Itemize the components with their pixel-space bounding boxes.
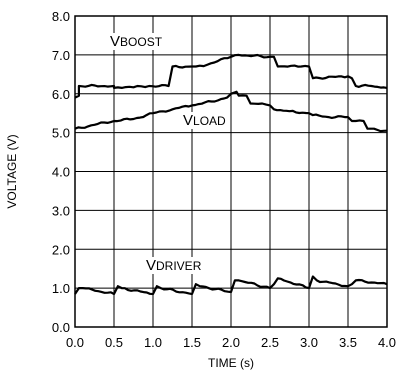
x-tick-label: 1.5 [183, 335, 201, 350]
y-tick-label: 1.0 [52, 281, 70, 296]
series-line-vboost [74, 53, 388, 99]
series-label-vload: VLOAD [181, 112, 229, 129]
x-axis-label: TIME (s) [208, 356, 254, 370]
y-tick-label: 5.0 [52, 126, 70, 141]
x-tick-label: 0.5 [105, 335, 123, 350]
x-tick-label: 2.5 [261, 335, 279, 350]
series-label-background [181, 112, 229, 129]
y-tick-labels: 0.0 1.0 2.0 3.0 4.0 5.0 6.0 7.0 8.0 [52, 9, 70, 335]
series-label-text: VLOAD [183, 112, 226, 129]
y-tick-label: 6.0 [52, 87, 70, 102]
y-tick-label: 3.0 [52, 203, 70, 218]
series-label-background [144, 257, 204, 274]
series-label-vdriver: VDRIVER [144, 257, 204, 274]
series-label-text: VDRIVER [146, 257, 202, 274]
series-line-vdriver [74, 275, 388, 296]
plot-frame [74, 15, 388, 328]
x-tick-label: 4.0 [378, 335, 396, 350]
x-tick-label: 0.0 [66, 335, 84, 350]
y-tick-label: 8.0 [52, 9, 70, 24]
series-labels: VBOOST VLOAD VDRIVER [108, 33, 229, 274]
x-tick-label: 3.5 [339, 335, 357, 350]
series-label-vboost: VBOOST [108, 33, 165, 50]
grid [75, 16, 387, 327]
series-line-vload [74, 90, 388, 133]
y-tick-label: 4.0 [52, 165, 70, 180]
series-lines [74, 53, 388, 296]
y-tick-label: 7.0 [52, 48, 70, 63]
x-tick-label: 3.0 [300, 335, 318, 350]
x-tick-labels: 0.0 0.5 1.0 1.5 2.0 2.5 3.0 3.5 4.0 [66, 335, 396, 350]
x-tick-label: 2.0 [222, 335, 240, 350]
series-label-text: VBOOST [110, 33, 163, 50]
x-tick-label: 1.0 [144, 335, 162, 350]
series-label-background [108, 33, 165, 50]
y-axis-label: VOLTAGE (V) [5, 134, 19, 208]
y-tick-label: 2.0 [52, 242, 70, 257]
y-tick-label: 0.0 [52, 320, 70, 335]
